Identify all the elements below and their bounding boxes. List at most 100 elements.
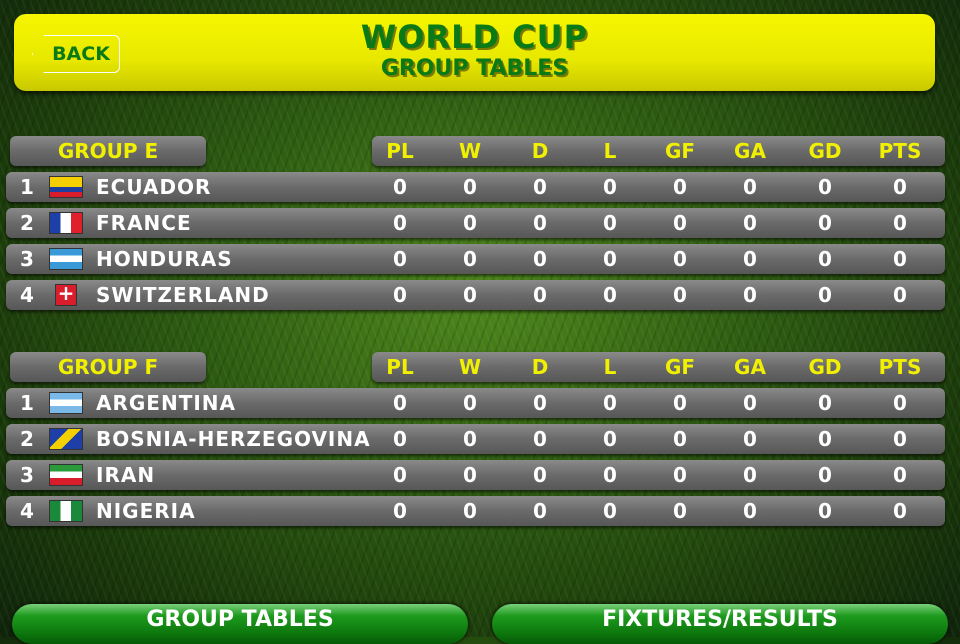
- stat-pl: 0: [393, 175, 407, 199]
- column-header-d: D: [531, 355, 549, 379]
- table-row[interactable]: 4 SWITZERLAND 0 0 0 0 0 0 0 0: [6, 280, 945, 310]
- stat-l: 0: [603, 175, 617, 199]
- stat-pts: 0: [893, 499, 907, 523]
- stat-l: 0: [603, 283, 617, 307]
- group-tables-button[interactable]: GROUP TABLES: [12, 604, 468, 644]
- table-row[interactable]: 2 FRANCE 0 0 0 0 0 0 0 0: [6, 208, 945, 238]
- team-name: IRAN: [96, 463, 156, 487]
- stat-ga: 0: [743, 391, 757, 415]
- team-position: 3: [20, 463, 34, 487]
- table-row[interactable]: 4 NIGERIA 0 0 0 0 0 0 0 0: [6, 496, 945, 526]
- column-header-l: L: [603, 139, 617, 163]
- header-bar: BACK WORLD CUP GROUP TABLES: [14, 14, 935, 91]
- stat-l: 0: [603, 427, 617, 451]
- stat-gf: 0: [673, 175, 687, 199]
- team-name: SWITZERLAND: [96, 283, 270, 307]
- stat-ga: 0: [743, 499, 757, 523]
- stat-pl: 0: [393, 211, 407, 235]
- column-header-pts: PTS: [878, 139, 922, 163]
- team-name: ECUADOR: [96, 175, 212, 199]
- stat-d: 0: [533, 283, 547, 307]
- argentina-flag-icon: [49, 392, 83, 414]
- column-header-pl: PL: [386, 355, 414, 379]
- stat-d: 0: [533, 211, 547, 235]
- honduras-flag-icon: [49, 248, 83, 270]
- stat-gd: 0: [818, 427, 832, 451]
- table-row[interactable]: 2 BOSNIA-HERZEGOVINA 0 0 0 0 0 0 0 0: [6, 424, 945, 454]
- stat-l: 0: [603, 247, 617, 271]
- stat-w: 0: [463, 427, 477, 451]
- bosnia-flag-icon: [49, 428, 83, 450]
- stat-l: 0: [603, 211, 617, 235]
- stat-w: 0: [463, 499, 477, 523]
- stat-ga: 0: [743, 211, 757, 235]
- stat-d: 0: [533, 391, 547, 415]
- france-flag-icon: [49, 212, 83, 234]
- stat-w: 0: [463, 463, 477, 487]
- stat-pl: 0: [393, 283, 407, 307]
- ecuador-flag-icon: [49, 176, 83, 198]
- stat-w: 0: [463, 283, 477, 307]
- team-position: 3: [20, 247, 34, 271]
- column-header-gd: GD: [808, 355, 842, 379]
- stat-l: 0: [603, 391, 617, 415]
- stat-pts: 0: [893, 283, 907, 307]
- stat-pl: 0: [393, 463, 407, 487]
- table-row[interactable]: 1 ARGENTINA 0 0 0 0 0 0 0 0: [6, 388, 945, 418]
- table-row[interactable]: 1 ECUADOR 0 0 0 0 0 0 0 0: [6, 172, 945, 202]
- stat-ga: 0: [743, 175, 757, 199]
- stat-ga: 0: [743, 247, 757, 271]
- team-position: 2: [20, 427, 34, 451]
- stat-ga: 0: [743, 283, 757, 307]
- column-header-gf: GF: [664, 355, 696, 379]
- switzerland-flag-icon: [55, 281, 77, 306]
- team-position: 4: [20, 283, 34, 307]
- team-name: NIGERIA: [96, 499, 196, 523]
- team-position: 4: [20, 499, 34, 523]
- fixtures-results-button[interactable]: FIXTURES/RESULTS: [492, 604, 948, 644]
- column-header-gd: GD: [808, 139, 842, 163]
- iran-flag-icon: [49, 464, 83, 486]
- group-label: GROUP F: [10, 352, 206, 382]
- stat-l: 0: [603, 499, 617, 523]
- team-position: 1: [20, 175, 34, 199]
- column-header-l: L: [603, 355, 617, 379]
- stat-pts: 0: [893, 463, 907, 487]
- stat-pts: 0: [893, 427, 907, 451]
- stat-pl: 0: [393, 247, 407, 271]
- stat-d: 0: [533, 499, 547, 523]
- column-header-w: W: [458, 139, 482, 163]
- stat-w: 0: [463, 175, 477, 199]
- stat-gd: 0: [818, 463, 832, 487]
- stat-gf: 0: [673, 247, 687, 271]
- stat-w: 0: [463, 391, 477, 415]
- team-name: HONDURAS: [96, 247, 233, 271]
- stat-gf: 0: [673, 463, 687, 487]
- stat-pl: 0: [393, 499, 407, 523]
- stat-gf: 0: [673, 499, 687, 523]
- stat-gd: 0: [818, 175, 832, 199]
- stat-pl: 0: [393, 391, 407, 415]
- stat-gd: 0: [818, 391, 832, 415]
- stat-d: 0: [533, 427, 547, 451]
- column-header-ga: GA: [734, 355, 766, 379]
- page-subtitle: GROUP TABLES: [380, 56, 569, 81]
- stat-gf: 0: [673, 283, 687, 307]
- back-button[interactable]: BACK: [32, 35, 120, 73]
- table-row[interactable]: 3 IRAN 0 0 0 0 0 0 0 0: [6, 460, 945, 490]
- stat-w: 0: [463, 211, 477, 235]
- column-header-d: D: [531, 139, 549, 163]
- column-header-pl: PL: [386, 139, 414, 163]
- stat-w: 0: [463, 247, 477, 271]
- stat-d: 0: [533, 175, 547, 199]
- team-position: 1: [20, 391, 34, 415]
- stat-pts: 0: [893, 175, 907, 199]
- stat-gd: 0: [818, 283, 832, 307]
- column-header-gf: GF: [664, 139, 696, 163]
- group-label: GROUP E: [10, 136, 206, 166]
- stat-ga: 0: [743, 427, 757, 451]
- nigeria-flag-icon: [49, 500, 83, 522]
- stat-pts: 0: [893, 211, 907, 235]
- stat-gd: 0: [818, 211, 832, 235]
- table-row[interactable]: 3 HONDURAS 0 0 0 0 0 0 0 0: [6, 244, 945, 274]
